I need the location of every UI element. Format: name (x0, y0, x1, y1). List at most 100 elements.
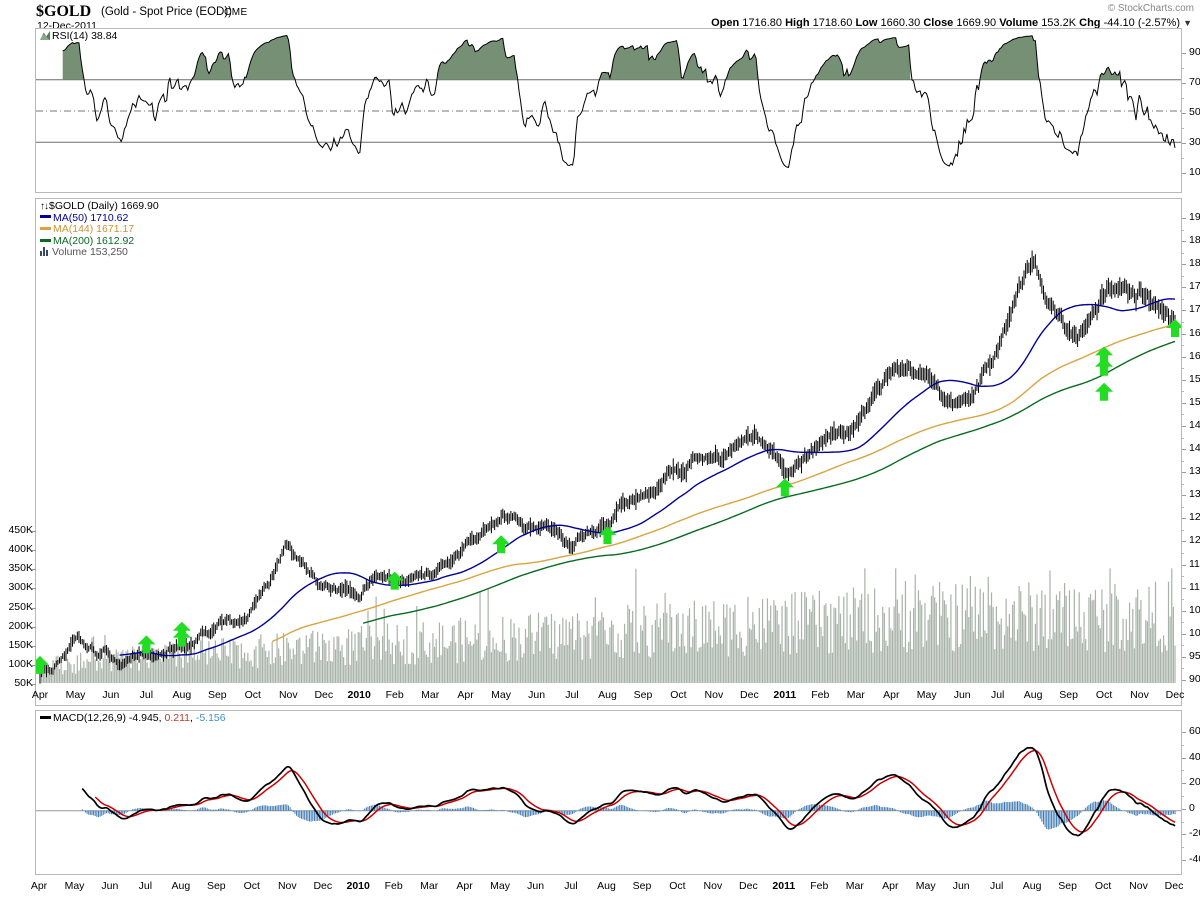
axis-minor-tick (1182, 757, 1184, 759)
axis-minor-tick (1182, 633, 1184, 635)
axis-minor-tick (1182, 847, 1184, 849)
axis-label: 90 (1189, 46, 1200, 58)
axis-tick (32, 664, 36, 666)
x-axis-label: Feb (810, 880, 829, 892)
ma144-legend-text: MA(144) 1671.17 (53, 223, 135, 236)
axis-label: 1900 (1189, 211, 1200, 223)
price-legend: ↑↓$GOLD (Daily) 1669.90 MA(50) 1710.62 M… (40, 200, 159, 259)
x-axis-label: Aug (1023, 689, 1043, 701)
x-axis-label: Apr (882, 880, 899, 892)
x-axis-label: Sep (1059, 689, 1078, 701)
volume-axis-label: 100K (8, 657, 33, 670)
x-axis-label: Jul (565, 689, 579, 701)
x-axis-label: Apr (883, 689, 900, 701)
x-axis-label: Jun (528, 689, 546, 701)
axis-minor-tick (1182, 680, 1184, 681)
axis-label: 0 (1189, 801, 1195, 814)
axis-minor-tick (1182, 287, 1184, 289)
chevron-down-icon[interactable]: ▼ (1183, 18, 1192, 28)
x-axis-label: May (915, 880, 936, 892)
open-value: 1716.80 (742, 17, 783, 29)
rsi-legend: RSI(14) 38.84 (40, 30, 117, 43)
x-axis-label: Dec (313, 880, 333, 892)
price-legend-title: $GOLD (Daily) 1669.90 (49, 200, 159, 212)
x-axis-label: Mar (420, 880, 439, 892)
axis-label: 60 (1189, 725, 1200, 737)
x-axis-label: Apr (31, 689, 49, 701)
axis-label: 1750 (1189, 280, 1200, 293)
volume-label: Volume (999, 17, 1039, 29)
axis-minor-tick (1182, 796, 1184, 797)
axis-minor-tick (1182, 668, 1184, 670)
axis-minor-tick (1182, 275, 1184, 277)
axis-minor-tick (1182, 241, 1184, 243)
axis-minor-tick (1182, 506, 1184, 508)
axis-minor-tick (1182, 437, 1184, 439)
x-axis-label: May (491, 689, 512, 701)
x-axis-label: Jun (527, 880, 545, 892)
x-axis-label: Mar (846, 689, 865, 701)
axis-tick (1182, 287, 1186, 289)
axis-minor-tick (1182, 98, 1184, 99)
axis-tick (1182, 113, 1186, 114)
close-label: Close (923, 17, 954, 29)
axis-label: 1350 (1189, 465, 1200, 478)
volume-bars-icon (40, 247, 50, 257)
axis-label: 30 (1189, 136, 1200, 148)
x-axis-label: May (490, 880, 511, 892)
axis-tick (1182, 808, 1186, 810)
open-label: Open (711, 17, 740, 29)
axis-minor-tick (1182, 483, 1184, 485)
x-axis-label: Dec (740, 689, 759, 701)
volume-axis-label: 50K (14, 677, 33, 689)
axis-tick (1182, 860, 1186, 861)
x-axis-label: Jun (953, 689, 971, 701)
axis-tick (1182, 425, 1186, 427)
x-axis-label: Feb (385, 689, 404, 701)
axis-label: 1650 (1189, 326, 1200, 339)
axis-label: 70 (1189, 76, 1200, 88)
axis-label: 900 (1189, 673, 1200, 685)
axis-label: 1250 (1189, 511, 1200, 524)
x-axis-label: Sep (633, 689, 653, 701)
close-value: 1669.90 (956, 17, 997, 29)
rsi-mountain-icon (40, 31, 50, 40)
axis-minor-tick (1182, 264, 1184, 266)
axis-minor-tick (1182, 83, 1184, 84)
x-axis-label: Jul (139, 689, 154, 701)
x-axis-label: Nov (277, 880, 297, 892)
axis-minor-tick (1182, 529, 1184, 531)
ma50-legend-text: MA(50) 1710.62 (53, 211, 129, 224)
macd-value: -4.945 (128, 712, 159, 724)
axis-tick (1182, 656, 1186, 658)
axis-tick (1182, 541, 1186, 543)
axis-label: 1150 (1189, 557, 1200, 570)
volume-axis-label: 250K (8, 600, 33, 613)
x-axis-label: Jun (101, 880, 119, 892)
macd-plot (36, 746, 1181, 837)
axis-tick (1182, 356, 1186, 358)
axis-minor-tick (1182, 218, 1184, 219)
axis-label: 950 (1189, 649, 1200, 662)
x-axis-label: 2011 (773, 689, 797, 701)
axis-tick (1182, 587, 1186, 589)
axis-tick (1182, 333, 1186, 335)
x-axis-label: Aug (597, 880, 616, 892)
x-axis-label: Apr (457, 689, 474, 701)
axis-tick (1182, 173, 1186, 174)
axis-tick (1182, 143, 1186, 144)
axis-tick (1182, 53, 1186, 54)
x-axis-label: Oct (244, 689, 261, 701)
axis-minor-tick (1182, 356, 1184, 358)
ma200-swatch-icon (40, 238, 51, 242)
axis-label: 50 (1189, 106, 1200, 118)
axis-minor-tick (1182, 53, 1184, 54)
x-axis-label: May (65, 689, 86, 701)
axis-minor-tick (1182, 564, 1184, 566)
macd-legend-name: MACD(12,26,9) (53, 712, 126, 724)
axis-tick (1182, 564, 1186, 566)
ma200-legend-text: MA(200) 1612.92 (53, 234, 135, 247)
axis-minor-tick (1182, 610, 1184, 612)
x-axis-label: Dec (314, 689, 334, 701)
